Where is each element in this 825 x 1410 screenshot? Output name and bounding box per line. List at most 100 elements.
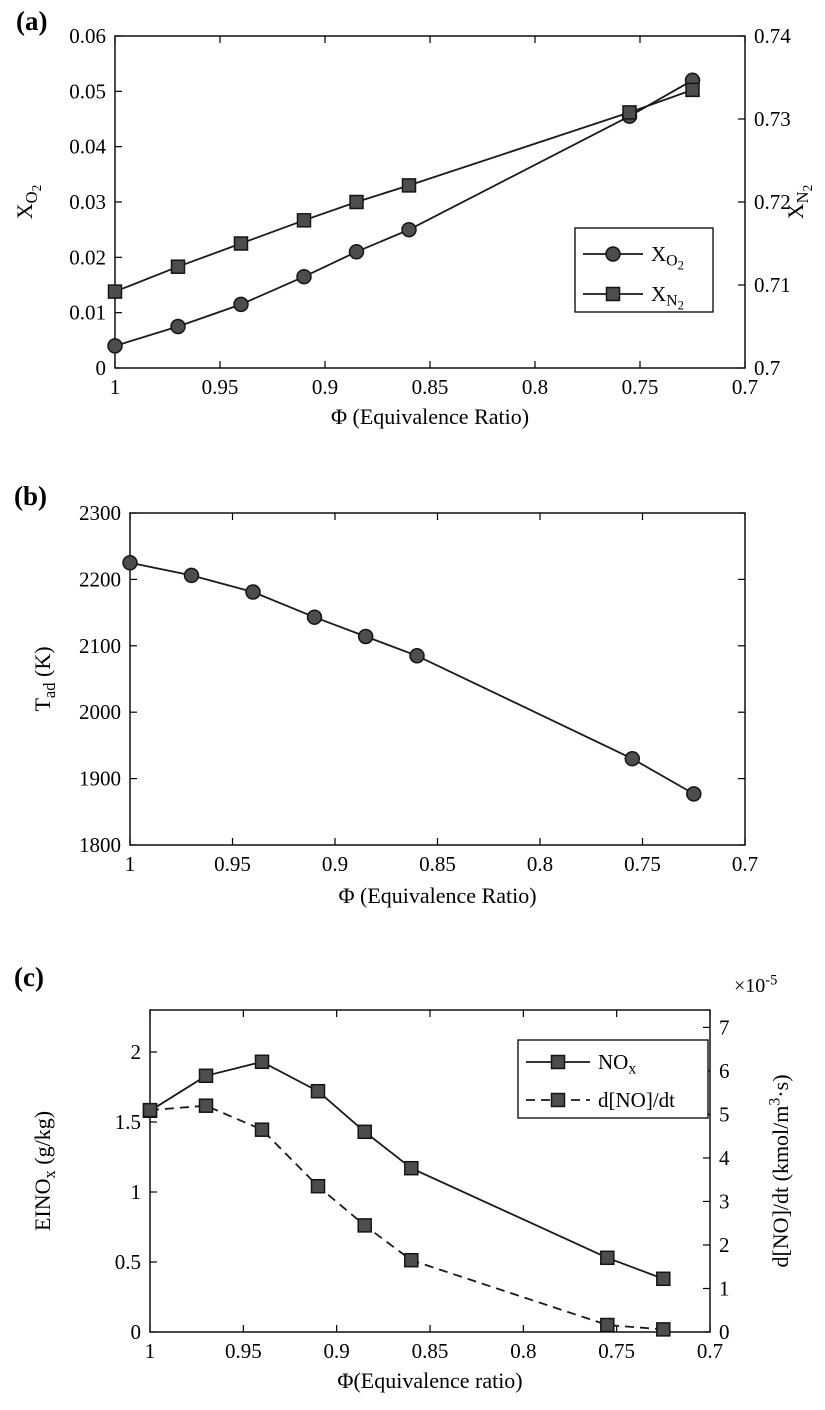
- x-tick-label: 0.95: [202, 375, 239, 399]
- marker-circle: [357, 628, 374, 645]
- y-tick-label-right: 6: [719, 1059, 730, 1083]
- y-tick-label-left: 2100: [79, 634, 121, 658]
- x-tick-label: 0.8: [527, 852, 553, 876]
- y-tick-label-left: 0: [96, 356, 107, 380]
- marker-square: [198, 1068, 214, 1084]
- marker-square: [296, 213, 312, 228]
- y-tick-label-right: 5: [719, 1102, 730, 1126]
- y-axis-label-right: d[NO]/dt (kmol/m3·s): [767, 1074, 793, 1267]
- chart-a-mole-fractions: 1 0.95 0.9 0.85 0.8 0.75 0.7 0 0.01 0.02 0.03 0.04 0…: [12, 24, 815, 429]
- panel-label-a: (a): [16, 6, 48, 36]
- y-tick-label-left: 1.5: [115, 1110, 141, 1134]
- x-tick-label: 0.9: [312, 375, 338, 399]
- y-tick-label-right: 3: [719, 1189, 730, 1213]
- x-tick-label: 0.8: [522, 375, 548, 399]
- marker-circle: [306, 609, 323, 625]
- y-tick-label-left: 2: [131, 1040, 142, 1064]
- marker-square: [357, 1218, 372, 1233]
- series-Tad: [122, 555, 702, 802]
- y-tick-label-left: 2000: [79, 700, 121, 724]
- y-tick-label-right: 0.7: [754, 356, 780, 380]
- marker-circle: [122, 555, 138, 571]
- axes: 1 0.95 0.9 0.85 0.8 0.75 0.7 1800 1900 2000 2100 22…: [79, 501, 758, 876]
- panel-c: (c) 1 0.95 0.9 0.85 0.8 0.75 0.7 0 0.5 1 1.5 2 0 1 2 3 4…: [0, 940, 825, 1410]
- y-tick-label-left: 1: [131, 1180, 142, 1204]
- y-axis-label-left: EINOx (g/kg): [30, 1111, 59, 1231]
- y-tick-label-left: 0.02: [69, 245, 106, 269]
- x-tick-label: 0.85: [412, 375, 449, 399]
- y-tick-label-left: 0.06: [69, 24, 106, 48]
- marker-square: [349, 194, 364, 210]
- x-tick-label: 0.9: [322, 852, 348, 876]
- chart-c-nox-emissions: 1 0.95 0.9 0.85 0.8 0.75 0.700.511.5201234567Φ…: [30, 972, 793, 1393]
- y-tick-label-right: 4: [719, 1146, 730, 1170]
- x-tick-label: 0.85: [419, 852, 456, 876]
- x-tick-label: 0.85: [412, 1339, 449, 1363]
- y-tick-label-right: 7: [719, 1015, 730, 1039]
- x-tick-label: 0.95: [214, 852, 251, 876]
- marker-square: [656, 1322, 671, 1337]
- right-axis-exponent: ×10-5: [734, 972, 777, 997]
- y-tick-label-right: 1: [719, 1276, 730, 1300]
- marker-square: [310, 1178, 326, 1194]
- y-tick-label-right: 0: [719, 1320, 730, 1344]
- marker-circle: [107, 338, 123, 354]
- marker-circle: [245, 584, 261, 600]
- x-tick-label: 1: [145, 1339, 156, 1363]
- marker-square: [685, 82, 700, 98]
- panel-b: (b) 1 0.95 0.9 0.85 0.8 0.75 0.7 1800 1900 2000 21…: [0, 455, 825, 940]
- y-tick-label-left: 0.01: [69, 301, 106, 325]
- legend-label: d[NO]/dt: [598, 1088, 675, 1112]
- marker-square: [107, 284, 123, 299]
- axes: 1 0.95 0.9 0.85 0.8 0.75 0.7 0 0.01 0.02 0.03 0.04 0…: [69, 24, 791, 399]
- legend: NOx d[NO]/dt: [517, 1039, 709, 1119]
- marker-square: [622, 105, 637, 120]
- marker-square: [254, 1122, 270, 1137]
- series-dNOdt: [142, 1098, 671, 1337]
- x-tick-label: 0.95: [225, 1339, 262, 1363]
- marker-square: [198, 1098, 214, 1113]
- marker-square: [404, 1252, 419, 1268]
- marker-square: [310, 1083, 326, 1099]
- legend-box: [574, 227, 714, 313]
- marker-circle: [401, 221, 417, 238]
- y-tick-label-right: 0.72: [754, 190, 791, 214]
- y-tick-label-left: 2300: [79, 501, 121, 525]
- marker-square: [404, 1160, 419, 1176]
- marker-square: [401, 178, 417, 193]
- panel-a: (a) 1 0.95 0.9 0.85 0.8 0.75 0.7 0 0.01 0.02 0.03 0…: [0, 0, 825, 455]
- marker-square: [357, 1124, 372, 1140]
- y-tick-label-right: 0.73: [754, 107, 791, 131]
- marker-square: [600, 1317, 615, 1333]
- plot-frame: [129, 512, 746, 846]
- y-tick-label-left: 0.03: [69, 190, 106, 214]
- marker-circle: [605, 246, 621, 262]
- x-axis-label: Φ (Equivalence Ratio): [338, 883, 536, 908]
- y-axis-label-left: XO2: [12, 185, 44, 219]
- x-tick-label: 0.9: [324, 1339, 350, 1363]
- y-tick-label-right: 0.71: [754, 273, 791, 297]
- marker-circle: [624, 750, 641, 767]
- y-tick-label-left: 0.5: [115, 1250, 141, 1274]
- legend-label: XN2: [651, 282, 684, 312]
- marker-circle: [686, 786, 702, 802]
- y-tick-label-left: 0: [131, 1320, 142, 1344]
- y-tick-label-left: 0.05: [69, 79, 106, 103]
- panel-label-c: (c): [14, 962, 44, 992]
- marker-square: [656, 1271, 671, 1287]
- x-axis-label: Φ (Equivalence Ratio): [331, 404, 529, 429]
- marker-square: [605, 286, 621, 302]
- y-tick-label-left: 1900: [79, 767, 121, 791]
- y-tick-label-left: 2200: [79, 567, 121, 591]
- marker-square: [600, 1250, 615, 1266]
- x-tick-label: 1: [125, 852, 136, 876]
- marker-circle: [183, 567, 200, 584]
- plot-frame: [114, 35, 746, 369]
- y-tick-label-right: 2: [719, 1233, 730, 1257]
- marker-square: [550, 1054, 566, 1070]
- panel-label-b: (b): [14, 481, 47, 511]
- marker-square: [142, 1102, 158, 1118]
- marker-square: [254, 1054, 270, 1070]
